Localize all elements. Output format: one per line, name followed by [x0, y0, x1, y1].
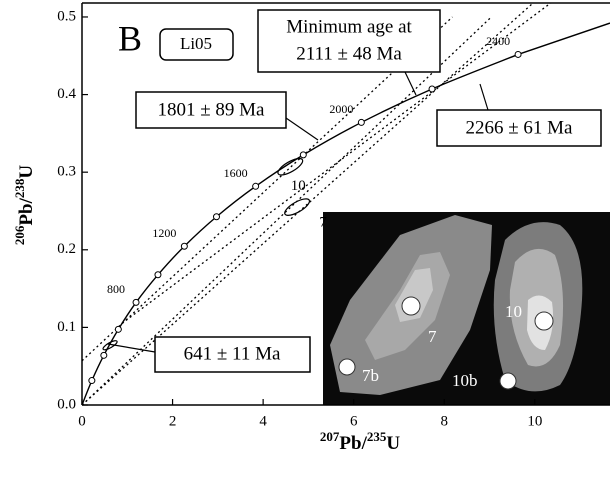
age-marker	[100, 351, 108, 359]
x-tick-label: 8	[441, 413, 449, 429]
y-tick-label: 0.2	[57, 241, 76, 257]
x-tick-label: 2	[169, 413, 177, 429]
inset-image: 7 10 7b 10b	[323, 212, 610, 405]
spot-label: 7b	[362, 366, 379, 385]
x-axis-label: 207Pb/235U	[320, 429, 400, 454]
x-tick-label: 4	[259, 413, 267, 429]
age-marker	[154, 271, 162, 279]
age-marker	[299, 151, 307, 159]
discordia-line	[82, 16, 453, 362]
age-label: 800	[107, 282, 125, 296]
age-label: 2000	[329, 102, 353, 116]
discordia-line	[121, 3, 552, 325]
y-tick-label: 0.4	[57, 86, 76, 102]
spot-label: 10b	[452, 371, 478, 390]
spot-label: 10	[505, 302, 522, 321]
age-label: 1600	[224, 166, 248, 180]
spot-label: 7	[428, 327, 437, 346]
y-axis-label: 206Pb/238U	[12, 165, 37, 245]
discordia-line	[82, 16, 492, 405]
ellipse-label: 10	[291, 178, 306, 194]
age-marker	[132, 298, 140, 306]
annotation: Minimum age at	[286, 16, 412, 37]
age-marker	[88, 377, 96, 385]
age-marker	[428, 85, 436, 93]
age-marker	[212, 213, 220, 221]
x-tick-label: 10	[527, 413, 542, 429]
y-tick-label: 0.1	[57, 319, 76, 335]
ellipse-label: 7	[319, 215, 327, 231]
annotation: 2266 ± 61 Ma	[465, 117, 573, 138]
annotation: 641 ± 11 Ma	[184, 343, 281, 364]
x-tick-label: 6	[350, 413, 358, 429]
age-label: 2400	[486, 34, 510, 48]
sample-label: Li05	[180, 34, 212, 53]
error-ellipse	[277, 157, 304, 176]
age-label: 1200	[152, 226, 176, 240]
x-tick-label: 0	[78, 413, 86, 429]
y-tick-label: 0.5	[57, 8, 76, 24]
age-marker	[357, 118, 365, 126]
age-marker	[180, 242, 188, 250]
error-ellipse	[284, 198, 311, 216]
y-tick-label: 0.0	[57, 396, 76, 412]
annotation: 2111 ± 48 Ma	[296, 43, 402, 64]
annotation: 1801 ± 89 Ma	[157, 99, 265, 120]
panel-label: B	[118, 18, 142, 58]
age-marker	[252, 182, 260, 190]
age-marker	[114, 325, 122, 333]
age-marker	[514, 50, 522, 58]
y-tick-label: 0.3	[57, 164, 76, 180]
error-ellipse	[102, 340, 118, 351]
